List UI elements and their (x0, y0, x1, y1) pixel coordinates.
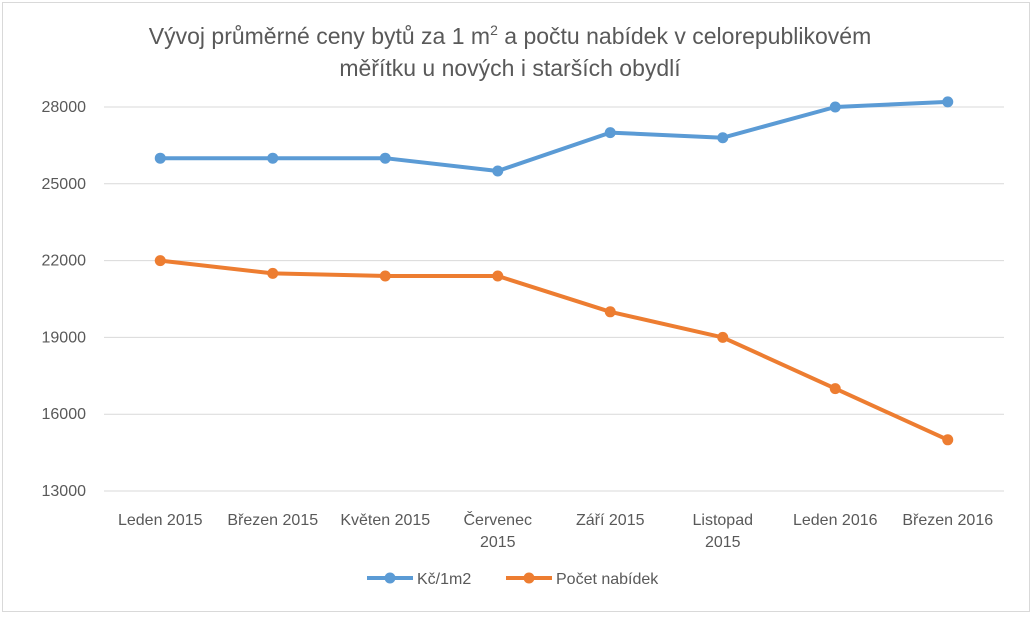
chart-title-part1: Vývoj průměrné ceny bytů za 1 m (148, 23, 491, 49)
y-axis-tick-labels: 13000 16000 19000 22000 25000 28000 (42, 99, 87, 500)
x-tick-label: Květen 2015 (340, 512, 430, 529)
legend-label: Počet nabídek (556, 571, 659, 588)
y-tick-label: 28000 (42, 99, 87, 116)
x-tick-label: Leden 2015 (118, 512, 203, 529)
x-tick-label-line: Březen 2015 (227, 512, 318, 529)
y-tick-label: 19000 (42, 329, 87, 346)
data-point (154, 152, 166, 164)
x-tick-label: Březen 2015 (227, 512, 318, 529)
chart-title-line2: měřítku u nových i starších obydlí (339, 55, 681, 81)
data-point (604, 127, 616, 139)
gridlines (104, 106, 1004, 492)
data-point (942, 434, 954, 446)
data-point (267, 152, 279, 164)
chart-title-part2: a počtu nabídek v celorepublikovém (497, 23, 872, 49)
series-lines (154, 96, 954, 446)
legend-label: Kč/1m2 (417, 571, 471, 588)
legend-swatch-marker (523, 572, 535, 584)
data-point (604, 306, 616, 318)
y-tick-label: 13000 (42, 483, 87, 500)
y-tick-label: 25000 (42, 176, 87, 193)
x-tick-label: Leden 2016 (793, 512, 878, 529)
y-tick-label: 22000 (42, 253, 87, 270)
x-tick-label: Listopad 2015 (693, 512, 754, 551)
x-tick-label-line: Červenec (464, 510, 532, 529)
y-tick-label: 16000 (42, 406, 87, 423)
data-point (154, 255, 166, 267)
data-point (829, 383, 841, 395)
data-point (492, 270, 504, 282)
data-point (942, 96, 954, 108)
x-tick-label-line: Leden 2016 (793, 512, 878, 529)
data-point (717, 331, 729, 343)
data-point (717, 132, 729, 144)
x-axis-tick-labels: Leden 2015 Březen 2015 Květen 2015 Červenec… (118, 510, 993, 551)
x-tick-label: Březen 2016 (902, 512, 993, 529)
x-tick-label-line: Květen 2015 (340, 512, 430, 529)
data-point (267, 267, 279, 279)
series-line-1 (158, 99, 950, 173)
series-line-2 (158, 258, 950, 442)
x-tick-label: Září 2015 (576, 512, 645, 529)
legend: Kč/1m2 Počet nabídek (367, 571, 659, 588)
chart-title-superscript: 2 (490, 22, 498, 38)
data-point (379, 270, 391, 282)
x-tick-label-line: Listopad (693, 512, 754, 529)
x-tick-label-line: Leden 2015 (118, 512, 203, 529)
x-tick-label-line: 2015 (705, 534, 741, 551)
x-tick-label-line: Březen 2016 (902, 512, 993, 529)
x-tick-label-line: 2015 (480, 534, 516, 551)
legend-swatch-marker (384, 572, 396, 584)
x-tick-label: Červenec 2015 (464, 510, 532, 551)
chart-title: Vývoj průměrné ceny bytů za 1 m2 a počtu… (60, 20, 960, 84)
x-tick-label-line: Září 2015 (576, 512, 645, 529)
data-point (829, 101, 841, 113)
data-point (379, 152, 391, 164)
data-point (492, 165, 504, 177)
